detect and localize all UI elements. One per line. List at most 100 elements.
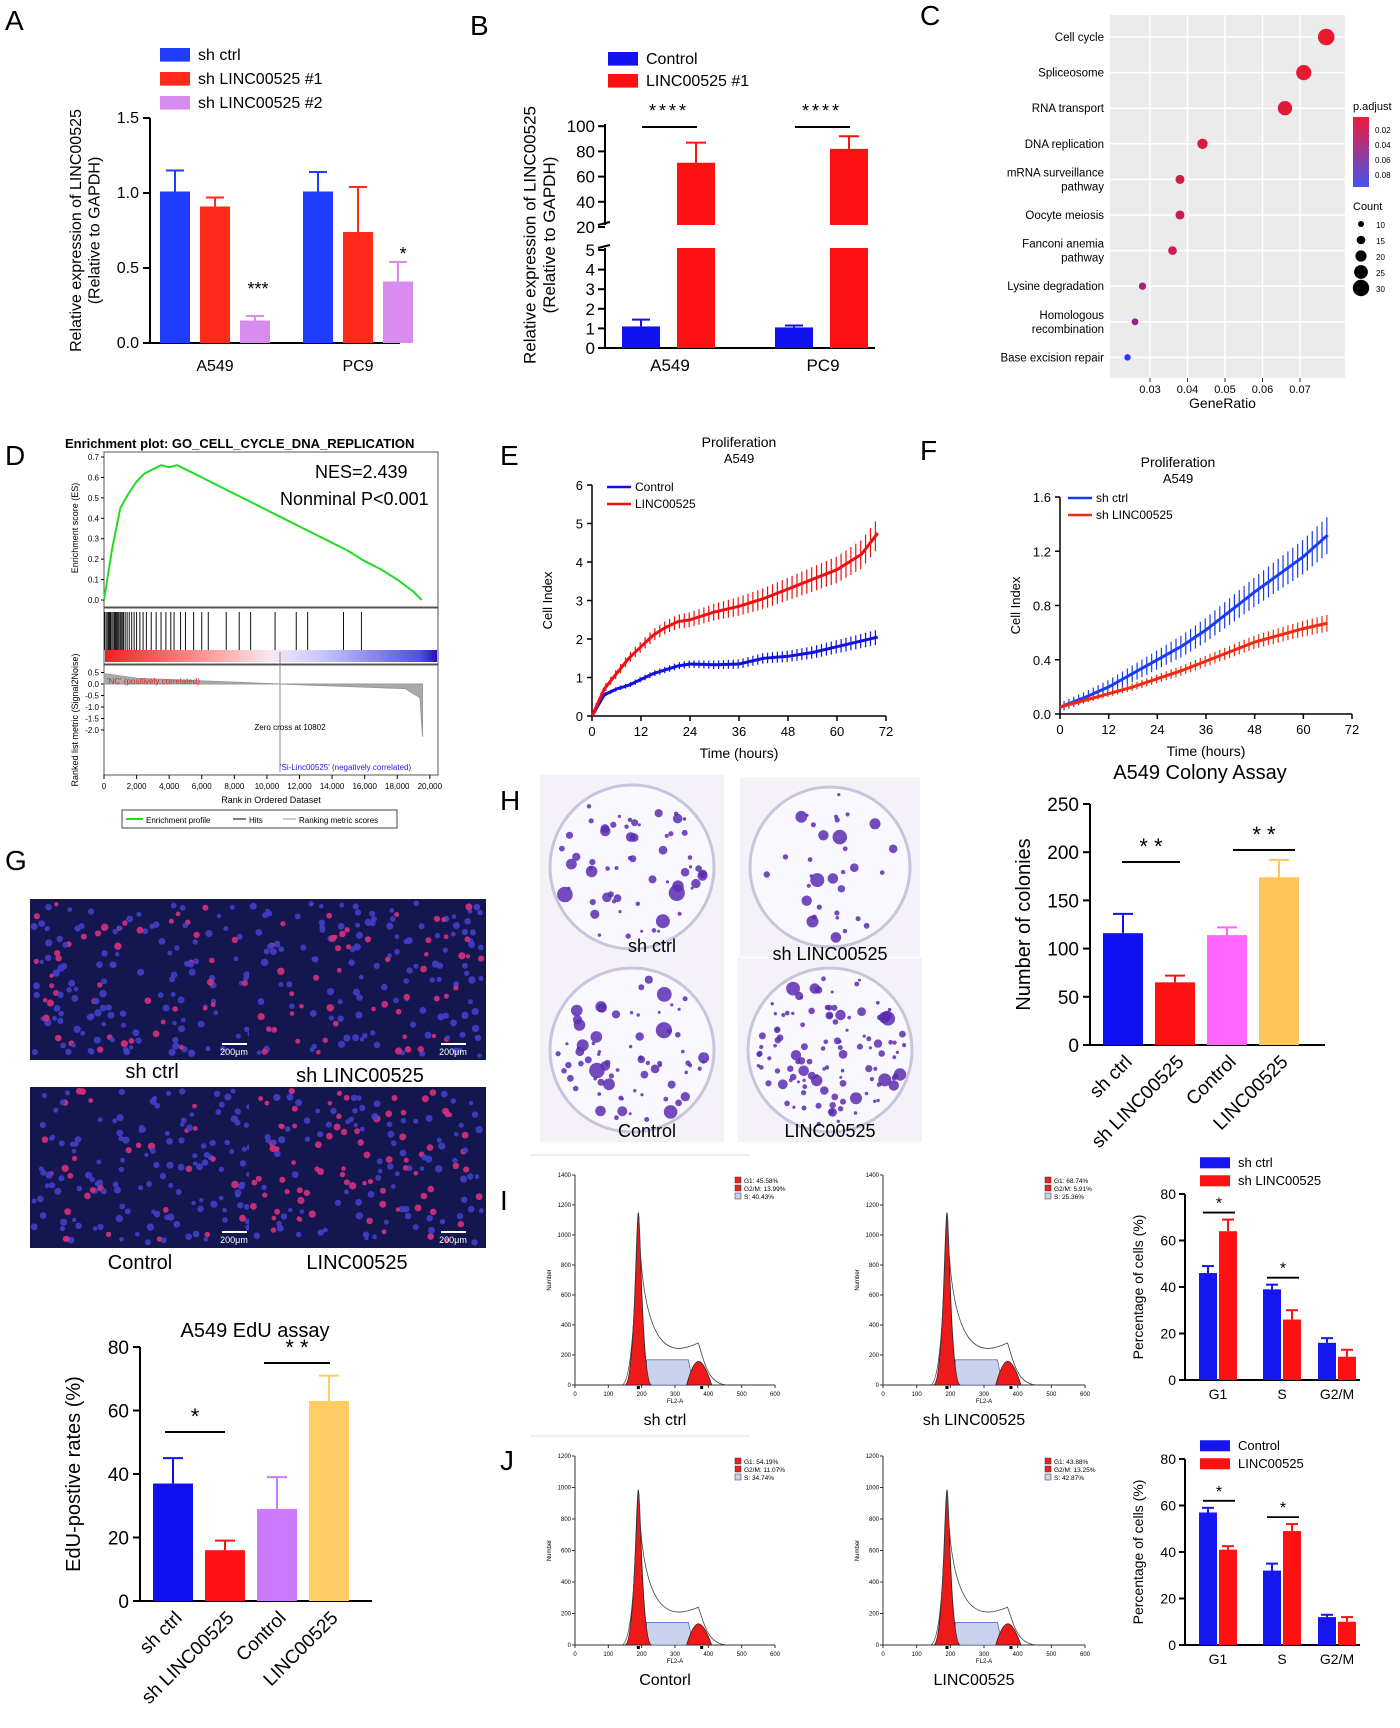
nucleus [235, 1192, 241, 1198]
colony [802, 1078, 806, 1083]
bar [1283, 1531, 1301, 1645]
colony [589, 1062, 605, 1079]
colony [664, 833, 669, 838]
nucleus [322, 1037, 328, 1043]
y-tick-label: 4 [586, 261, 595, 280]
s-phase-region [953, 1359, 1003, 1386]
colony [888, 1039, 894, 1045]
bar [1338, 1356, 1356, 1380]
nucleus [336, 1090, 343, 1096]
nucleus [166, 1161, 174, 1169]
nucleus [164, 1131, 170, 1136]
y-tick-label: 2 [586, 300, 595, 319]
colony [831, 1093, 839, 1101]
nucleus [156, 1236, 163, 1242]
legend-entry: sh ctrl [1238, 1155, 1273, 1170]
y-axis-label: Number of colonies [1013, 838, 1035, 1010]
nucleus [135, 1231, 140, 1237]
nucleus [394, 948, 400, 955]
nucleus [57, 1017, 64, 1024]
y-tick-label: 1400 [558, 1173, 572, 1179]
x-axis-label: FL2-A [667, 1659, 683, 1665]
nucleus [168, 1048, 176, 1056]
microscopy-image [30, 899, 267, 1060]
nucleus [436, 976, 442, 983]
nucleus [61, 963, 68, 970]
nucleus [240, 1181, 246, 1188]
colony [802, 1084, 808, 1090]
colony [816, 904, 822, 910]
category-label: Fanconi anemia [1022, 239, 1104, 251]
histogram-outline [621, 1493, 729, 1646]
nucleus [419, 1007, 427, 1014]
nucleus [71, 1148, 77, 1154]
nucleus [395, 1008, 402, 1015]
histogram-outline [929, 1493, 1038, 1646]
colony [810, 822, 816, 828]
nucleus [97, 1223, 104, 1231]
colony [776, 1034, 784, 1042]
nucleus [333, 1123, 341, 1131]
nucleus [393, 997, 399, 1004]
category-label: Oocyte meiosis [1025, 210, 1104, 222]
colony [781, 1013, 786, 1017]
colony [878, 1050, 885, 1057]
nucleus [369, 910, 376, 917]
colony [888, 844, 898, 854]
colony [863, 922, 870, 929]
colony [811, 914, 817, 920]
nucleus [312, 956, 319, 963]
flow-legend-swatch [1044, 1457, 1052, 1465]
nucleus [352, 1108, 358, 1114]
y-tick-label: -1.0 [85, 703, 99, 712]
nucleus [73, 1141, 79, 1147]
nucleus [192, 1103, 198, 1109]
nucleus [113, 1186, 121, 1194]
colony [585, 865, 598, 878]
nucleus [116, 1114, 124, 1122]
y-axis-label-line: Relative expression of LINC00525 [68, 109, 85, 352]
nucleus [322, 1227, 328, 1233]
x-tick-label: 200 [945, 1652, 956, 1658]
nucleus [109, 1037, 115, 1043]
nucleus [352, 1034, 360, 1042]
colony [559, 845, 565, 852]
nucleus [379, 1187, 386, 1194]
nucleus [65, 1048, 72, 1056]
colony [791, 1011, 795, 1016]
nucleus [454, 1132, 459, 1137]
nucleus [119, 1010, 127, 1017]
legend-entry: sh LINC00525 [1238, 1173, 1321, 1188]
nucleus [442, 947, 448, 953]
nucleus [288, 1088, 295, 1095]
nucleus [264, 1100, 270, 1106]
nucleus [179, 1088, 186, 1095]
nucleus [153, 1210, 161, 1218]
colony [820, 1086, 829, 1095]
flow-legend-entry: G2/M: 13.99% [744, 1186, 786, 1193]
nucleus [435, 1165, 443, 1173]
axis-break [597, 221, 611, 226]
flow-legend-swatch [1044, 1192, 1052, 1200]
colony [600, 824, 610, 833]
nucleus [76, 1185, 82, 1192]
y-tick-label: 2 [576, 632, 583, 647]
flow-legend-swatch [734, 1184, 742, 1192]
nucleus [144, 997, 152, 1004]
y-tick-label: 20 [1160, 1326, 1176, 1342]
colony [808, 1007, 815, 1015]
nucleus [296, 1187, 303, 1194]
nucleus [284, 1189, 290, 1195]
nucleus [447, 1112, 453, 1118]
bar [205, 1550, 245, 1601]
nucleus [44, 1183, 50, 1189]
plate-caption: sh LINC00525 [772, 944, 887, 964]
nucleus [67, 1236, 75, 1244]
chart-title: Proliferation [702, 434, 777, 450]
colony [627, 817, 633, 822]
nucleus [413, 1118, 419, 1124]
legend-entry: sh LINC00525 #1 [198, 71, 323, 88]
nucleus [280, 1213, 288, 1220]
nucleus [235, 1033, 241, 1039]
y-tick-label: -2.0 [85, 726, 99, 735]
